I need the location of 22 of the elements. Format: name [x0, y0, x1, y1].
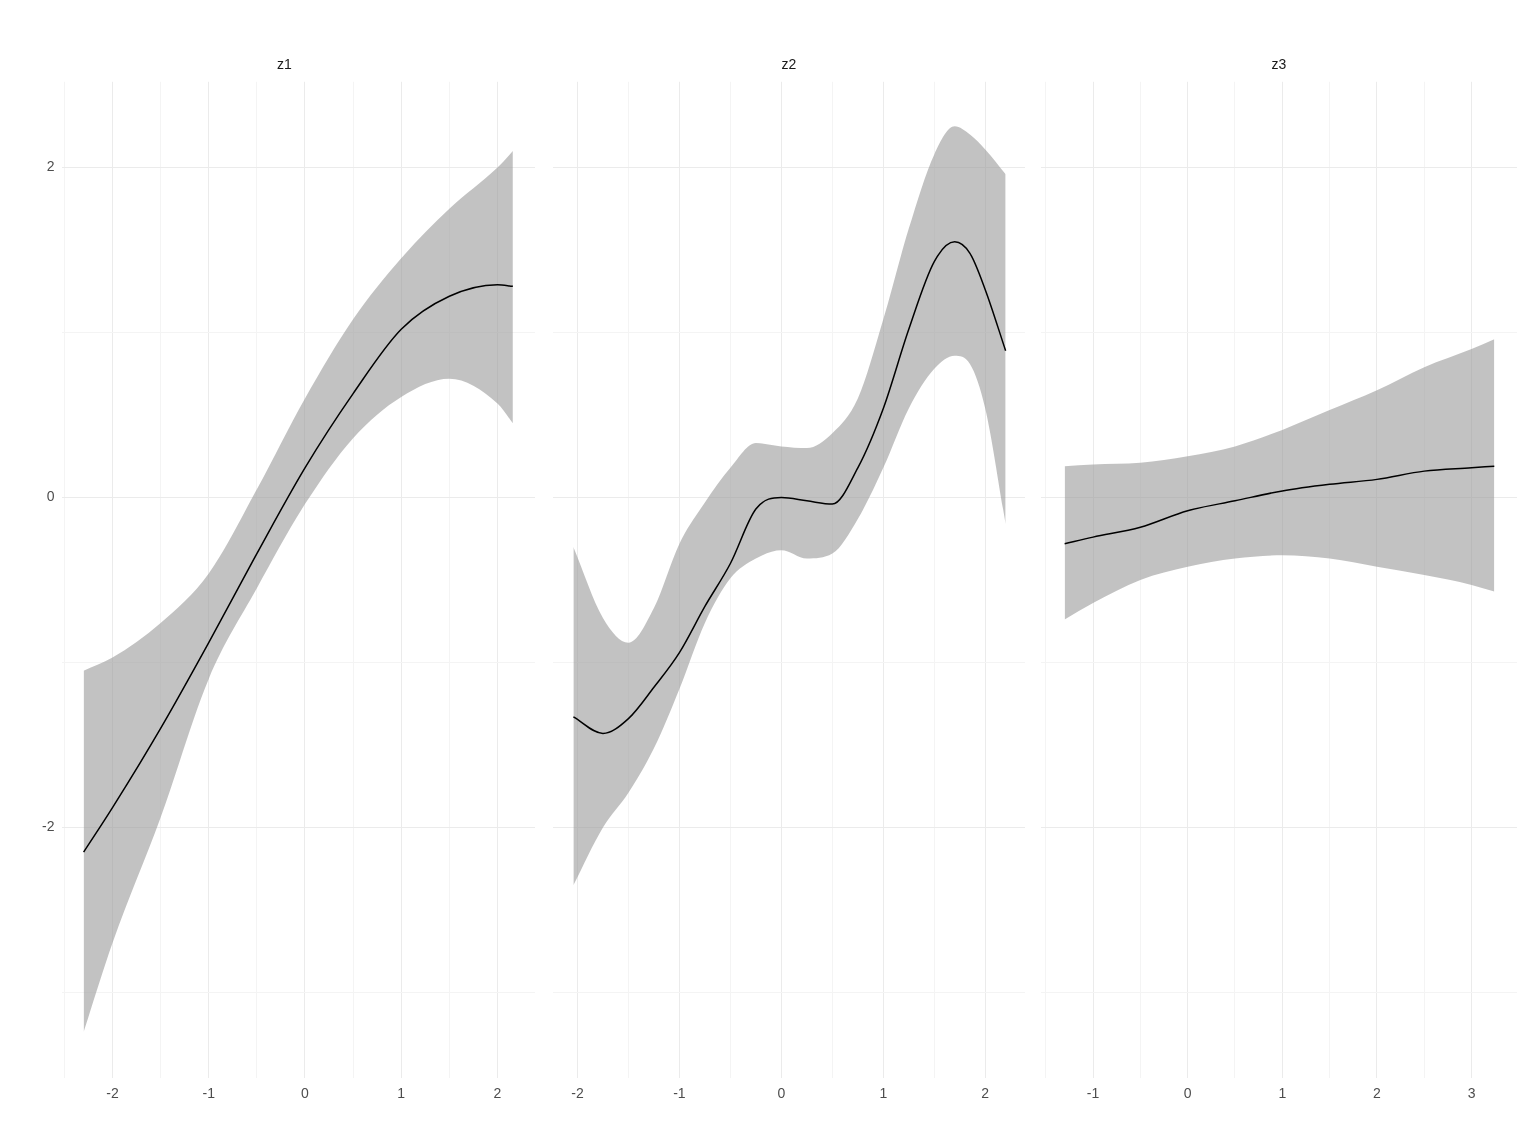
- x-tick-label: 1: [1278, 1085, 1287, 1102]
- chart-title: z3: [1271, 56, 1287, 73]
- x-tick-label: -2: [106, 1085, 119, 1102]
- line-series: [82, 283, 514, 853]
- x-tick-label: 0: [777, 1085, 786, 1102]
- x-tick-label: 0: [301, 1085, 310, 1102]
- y-tick-label: 2: [46, 158, 55, 175]
- x-tick-label: 2: [981, 1085, 990, 1102]
- x-tick-label: 0: [1183, 1085, 1192, 1102]
- x-tick-label: -1: [673, 1085, 686, 1102]
- y-tick-label: 0: [46, 488, 55, 505]
- y-tick-label: -2: [42, 818, 55, 835]
- x-tick-label: 2: [493, 1085, 502, 1102]
- chart-title: z1: [277, 56, 293, 73]
- x-tick-label: 1: [879, 1085, 888, 1102]
- chart-title: z2: [781, 56, 797, 73]
- x-tick-label: -1: [202, 1085, 216, 1102]
- x-tick-label: -1: [1086, 1085, 1100, 1102]
- x-tick-label: 2: [1373, 1085, 1382, 1102]
- x-tick-label: 3: [1467, 1085, 1476, 1102]
- x-tick-label: 1: [397, 1085, 406, 1102]
- x-tick-label: -2: [571, 1085, 584, 1102]
